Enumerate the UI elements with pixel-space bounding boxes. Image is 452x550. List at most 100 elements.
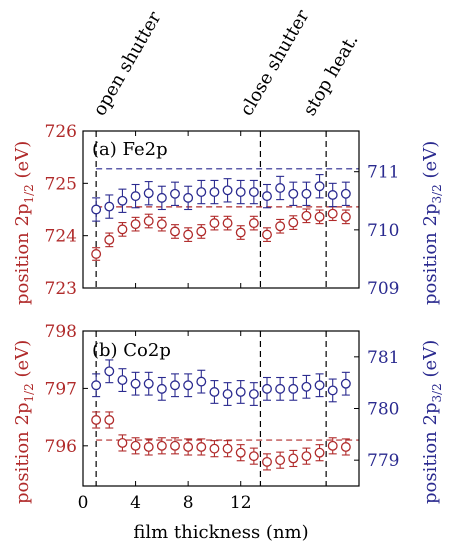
marker xyxy=(288,453,299,464)
y-left-tick-label: 796 xyxy=(45,437,77,457)
data-point-a-left xyxy=(248,215,259,231)
marker xyxy=(209,218,220,229)
marker xyxy=(235,227,246,238)
marker xyxy=(314,380,325,391)
data-point-b-left xyxy=(196,438,207,456)
marker xyxy=(183,380,194,391)
data-point-a-left xyxy=(91,247,102,261)
marker xyxy=(235,387,246,397)
data-point-b-left xyxy=(235,444,246,462)
marker xyxy=(327,385,338,396)
marker xyxy=(288,188,299,199)
marker xyxy=(327,208,338,219)
data-point-b-left xyxy=(248,447,259,465)
data-point-a-right xyxy=(183,185,194,211)
data-point-a-right xyxy=(104,194,115,219)
marker xyxy=(91,249,102,259)
marker xyxy=(340,442,351,452)
event-label-stop-heat: stop heat. xyxy=(299,31,362,120)
marker xyxy=(196,187,207,198)
data-point-b-right xyxy=(209,380,220,404)
marker xyxy=(235,187,246,198)
data-point-a-left xyxy=(340,209,351,225)
data-point-a-right xyxy=(327,182,338,208)
panel-b-left-axis-label: position 2p1/2 (eV) xyxy=(12,340,36,504)
data-point-a-right xyxy=(196,179,207,205)
data-point-a-right xyxy=(235,179,246,205)
data-point-a-right xyxy=(130,183,141,209)
data-point-b-right xyxy=(117,368,128,393)
panel-a-left-axis-label: position 2p1/2 (eV) xyxy=(12,141,36,305)
marker xyxy=(196,376,207,387)
x-tick-labels: 0 4 8 12 xyxy=(78,493,252,513)
data-point-b-right xyxy=(104,359,115,384)
marker xyxy=(222,218,233,229)
marker xyxy=(196,226,207,237)
data-point-b-left xyxy=(327,437,338,455)
marker xyxy=(130,440,141,451)
data-point-b-right xyxy=(340,371,351,396)
marker xyxy=(104,415,115,425)
marker xyxy=(91,204,102,215)
x-tick-label: 0 xyxy=(78,493,89,513)
data-point-b-right xyxy=(314,373,325,398)
data-point-a-right xyxy=(314,174,325,199)
data-point-b-left xyxy=(314,444,325,462)
data-point-b-right xyxy=(170,373,180,398)
y-right-tick-label: 710 xyxy=(367,221,399,241)
panel-b-content xyxy=(91,331,359,486)
data-point-a-left xyxy=(314,209,325,225)
data-point-a-right xyxy=(143,181,154,206)
marker xyxy=(248,218,259,229)
marker xyxy=(248,187,259,198)
x-axis-label: film thickness (nm) xyxy=(133,522,308,543)
data-point-a-right xyxy=(222,178,233,203)
marker xyxy=(209,443,220,454)
marker xyxy=(104,234,115,245)
data-point-a-left xyxy=(196,224,207,239)
panel-b-right-axis-label: position 2p3/2 (eV) xyxy=(420,340,444,504)
marker xyxy=(104,366,115,377)
data-point-b-left xyxy=(117,434,128,452)
panel-a-content xyxy=(91,131,359,288)
marker xyxy=(170,380,180,391)
marker xyxy=(262,191,272,202)
data-point-a-left xyxy=(183,227,194,242)
marker xyxy=(301,451,312,462)
panel-b-ticks: 796 797 798 779 780 781 xyxy=(45,322,399,486)
x-tick-label: 12 xyxy=(230,493,252,513)
marker xyxy=(248,451,259,462)
data-point-a-left xyxy=(327,206,338,222)
marker xyxy=(156,192,167,203)
data-point-b-left xyxy=(222,440,233,458)
marker xyxy=(143,216,154,226)
panel-b-frame xyxy=(82,330,360,487)
panel-a-ticks: 723 724 725 726 709 710 711 xyxy=(45,122,400,299)
data-point-a-right xyxy=(170,181,180,206)
marker xyxy=(314,447,325,458)
marker xyxy=(170,226,180,237)
marker xyxy=(275,455,286,466)
marker xyxy=(222,185,233,196)
data-point-b-left xyxy=(301,447,312,465)
marker xyxy=(130,378,141,389)
panel-a-label: (a) Fe2p xyxy=(92,139,168,160)
data-point-b-left xyxy=(209,440,220,458)
data-point-b-right xyxy=(288,376,299,401)
x-tick-label: 4 xyxy=(130,493,141,513)
y-right-tick-label: 709 xyxy=(367,279,399,299)
panel-b: 796 797 798 779 780 781 (b) Co2p position 2p1… xyxy=(12,322,444,504)
marker xyxy=(301,381,312,392)
data-point-a-right xyxy=(156,185,167,211)
panel-a-frame xyxy=(82,130,360,289)
data-point-b-right xyxy=(143,371,154,396)
marker xyxy=(196,442,207,452)
data-point-a-left xyxy=(288,215,299,230)
data-point-a-left xyxy=(156,216,167,232)
marker xyxy=(288,383,299,394)
marker xyxy=(327,440,338,451)
marker xyxy=(235,447,246,458)
marker xyxy=(222,443,233,454)
data-point-a-right xyxy=(91,197,102,222)
